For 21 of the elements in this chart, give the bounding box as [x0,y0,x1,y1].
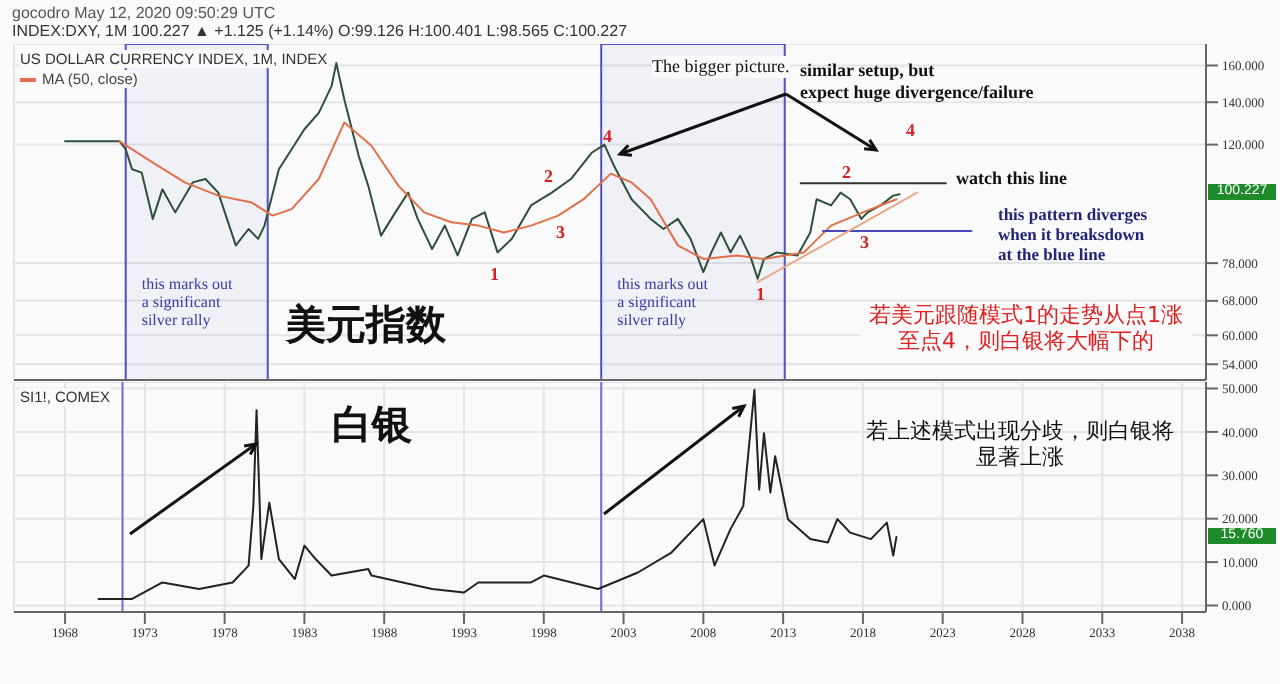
annotation: The bigger picture. [652,56,790,78]
annotation: similar setup, but expect huge divergence/failure [800,60,1034,104]
text: gocodro May 12, 2020 09:50:29 UTC [12,4,276,24]
annotation: 3 [556,222,565,244]
annotation: 若上述模式出现分歧，则白银将显著上涨 [864,418,1176,471]
annotation: watch this line [956,168,1068,190]
annotation: 白银 [332,400,412,448]
annotation: 美元指数 [286,300,446,348]
band-label: this marks out a significant silver rally [141,275,234,330]
annotation: this pattern diverges when it breaksdown at the blue line [998,204,1148,266]
text: INDEX:DXY, 1M 100.227 ▲ +1.125 (+1.14%) O:99.126 H:100.401 L:98.565 C:100.227 [12,22,628,42]
annotation: 若美元跟随模式1的走势从点1涨至点4，则白银将大幅下的 [860,302,1192,355]
annotation: 4 [906,120,915,142]
line-series [118,121,898,260]
annotation: 4 [603,125,614,146]
annotation: 1 [490,264,499,286]
annotation: 3 [860,232,869,254]
band-label: this marks out a significant silver rally [617,275,710,330]
annotation: 2 [842,162,851,184]
annotation: 1 [756,284,765,306]
annotation: 2 [544,166,553,188]
